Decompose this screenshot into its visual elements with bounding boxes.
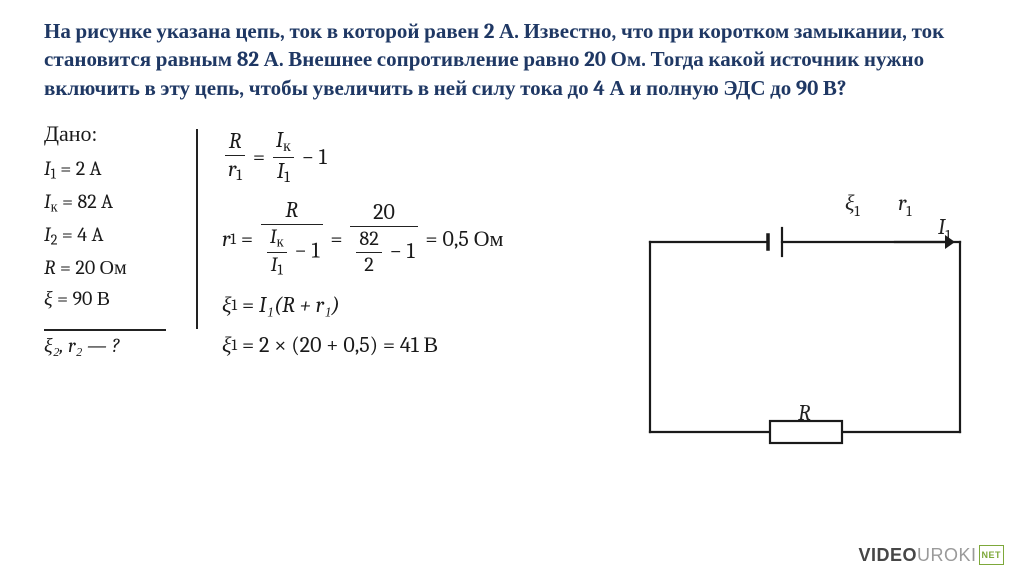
given-Ik: Iк = 82 A (44, 186, 182, 219)
unknowns: ξ₂, r₂ — ? (44, 334, 182, 358)
given-divider-vertical (196, 129, 198, 329)
battery (768, 228, 782, 256)
eq3: ξ1 = I₁(R + r₁) (222, 292, 503, 318)
problem-statement: На рисунке указана цепь, ток в которой р… (44, 18, 980, 103)
xi1-label: ξ1 (845, 190, 860, 220)
eq4: ξ1 = 2 × (20 + 0,5) = 41 В (222, 332, 503, 358)
given-title: Дано: (44, 121, 182, 147)
circuit-diagram: ξ1 r1 I1 R (630, 182, 980, 472)
given-I1: I1 = 2 A (44, 153, 182, 186)
current-arrow (895, 235, 955, 249)
R-label: R (798, 400, 811, 426)
given-xi: ξ = 90 В (44, 283, 182, 314)
eq1: R r1 = Iк I1 − 1 (222, 129, 503, 185)
given-I2: I2 = 4 A (44, 219, 182, 252)
watermark: VIDEOUROKINET (858, 545, 1004, 566)
given-R: R = 20 Ом (44, 252, 182, 283)
given-divider-horizontal (44, 329, 166, 331)
r1-label: r1 (898, 190, 912, 220)
eq2: r1 = R Iк I1 − 1 = (222, 199, 503, 278)
solution-block: R r1 = Iк I1 − 1 r1 = R (222, 121, 503, 372)
given-block: Дано: I1 = 2 A Iк = 82 A I2 = 4 A R = 20… (44, 121, 196, 358)
